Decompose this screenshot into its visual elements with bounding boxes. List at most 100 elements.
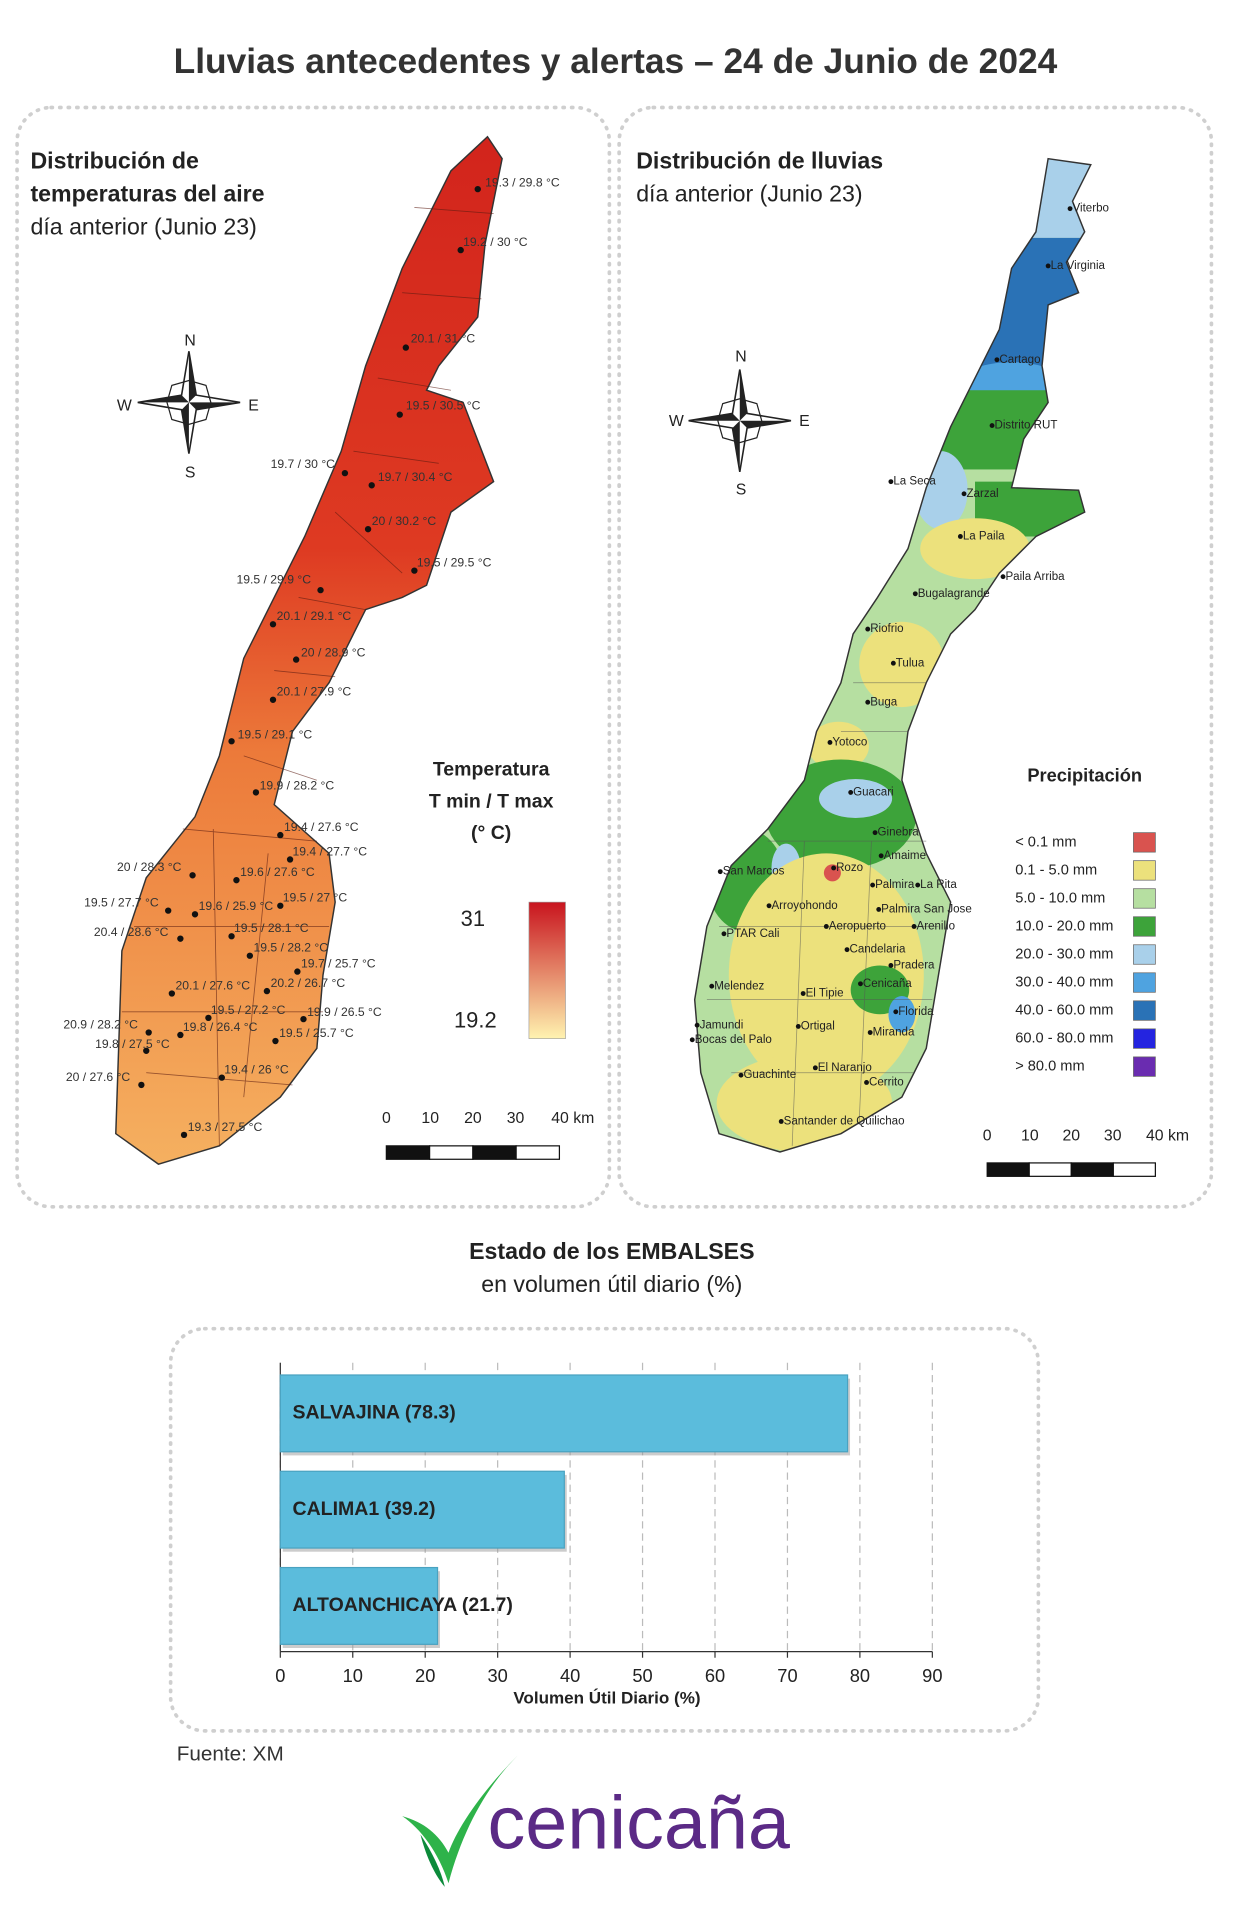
compass-label: W [117,397,132,414]
station-label: 20.1 / 27.6 °C [176,978,251,992]
scale-label: 0 [382,1110,391,1127]
scale-segment [1028,1162,1072,1177]
station-label: 19.5 / 30.5 °C [406,398,481,412]
town-dot [1045,263,1051,269]
panel-title: Distribución de lluvias [636,147,883,173]
town-dot [721,931,727,937]
x-tick-label: 60 [705,1665,725,1686]
station-dot [317,586,324,594]
legend-title: Temperatura [433,759,550,781]
station-dot [457,246,464,254]
town-dot [709,983,715,989]
compass-label: S [185,464,196,481]
rain-zone [823,864,841,882]
map-cells [121,206,494,1146]
town-label: San Marcos [723,866,785,878]
station-dot [165,907,172,914]
station-dot [177,1031,184,1039]
station-label: 20.1 / 27.9 °C [277,685,352,699]
legend-label: > 80.0 mm [1015,1059,1084,1075]
town-label: Aeropuerto [829,921,886,933]
logo-mark [402,1755,518,1887]
legend-swatch [1133,1000,1156,1021]
compass [137,351,241,454]
town-dot [858,981,863,987]
station-dot [286,856,294,863]
town-dot [823,924,829,929]
compass-label: W [669,413,684,430]
town-dot [831,865,837,871]
legend-max: 31 [461,906,485,931]
town-label: Ortigal [801,1020,835,1032]
station-dot [180,1131,188,1139]
legend-swatch [1133,1028,1156,1049]
scale-label: 0 [983,1127,992,1144]
town-dot [795,1023,801,1029]
rain-zone [819,779,893,819]
station-dot [277,902,284,909]
town-label: Miranda [873,1027,915,1039]
page-title: Lluvias antecedentes y alertas – 24 de J… [174,42,1058,81]
x-tick-label: 20 [415,1665,435,1686]
town-dot [844,947,850,953]
legend-title: Precipitación [1027,764,1142,785]
station-dot [341,469,349,477]
legend-label: 5.0 - 10.0 mm [1015,890,1105,906]
station-dot [145,1029,152,1036]
scale-segment [429,1145,474,1160]
x-tick-label: 70 [777,1665,797,1686]
panel-subtitle: día anterior (Junio 23) [636,180,862,206]
station-label: 19.8 / 26.4 °C [183,1020,258,1034]
station-label: 19.5 / 29.5 °C [417,556,492,570]
station-label: 20 / 28.3 °C [117,860,182,874]
town-dot [961,491,967,497]
town-label: Paila Arriba [1005,571,1065,583]
station-dot [143,1047,150,1054]
station-dot [368,482,375,489]
town-dot [989,423,995,429]
town-label: Melendez [714,980,764,992]
x-axis-label: Volumen Útil Diario (%) [513,1689,700,1708]
x-tick-label: 90 [922,1665,942,1686]
compass-label: E [799,413,810,430]
station-dot [294,968,301,975]
station-dot [269,621,277,628]
panel-title: temperaturas del aire [30,180,264,206]
legend-label: 20.0 - 30.0 mm [1015,946,1113,962]
chart-title: Estado de los EMBALSES [469,1238,754,1264]
station-dot [191,911,199,918]
legend-min: 19.2 [454,1007,497,1032]
station-label: 20.9 / 28.2 °C [63,1017,138,1031]
town-dot [870,882,876,888]
scale-label: 30 [507,1110,525,1127]
town-label: Jamundi [700,1019,744,1031]
station-label: 19.5 / 27 °C [283,891,348,905]
town-dot [865,699,871,705]
station-label: 19.3 / 27.5 °C [188,1120,263,1134]
town-label: Candelaria [849,944,905,956]
station-label: 19.5 / 27.7 °C [84,896,159,910]
rain-zone [694,237,1091,391]
compass-label: E [248,397,259,414]
bar-label: ALTOANCHICAYA (21.7) [293,1594,513,1616]
town-label: Distrito RUT [995,420,1058,432]
chart-subtitle: en volumen útil diario (%) [481,1271,742,1297]
town-dot [888,479,894,485]
rain-zone [962,362,1061,399]
station-dot [269,696,277,703]
station-label: 19.5 / 28.1 °C [234,921,309,935]
town-label: Cartago [999,354,1040,366]
town-label: La Paila [963,531,1005,543]
legend-label: 40.0 - 60.0 mm [1015,1002,1113,1018]
town-layer: Viterbo La Virginia Cartago Distrito RUT La … [689,203,1109,1128]
station-label: 19.7 / 25.7 °C [301,956,376,970]
town-label: Pradera [893,960,935,972]
rain-zone [716,1054,893,1152]
x-tick-label: 40 [560,1665,580,1686]
x-tick-label: 10 [343,1665,363,1686]
town-dot [848,789,854,795]
station-layer: 19.3 / 29.8 °C 19.2 / 30 °C 20.1 / 31 °C 19… [63,175,560,1139]
station-label: 19.9 / 26.5 °C [307,1005,382,1019]
rain-zone [914,451,968,530]
town-dot [867,1030,873,1035]
